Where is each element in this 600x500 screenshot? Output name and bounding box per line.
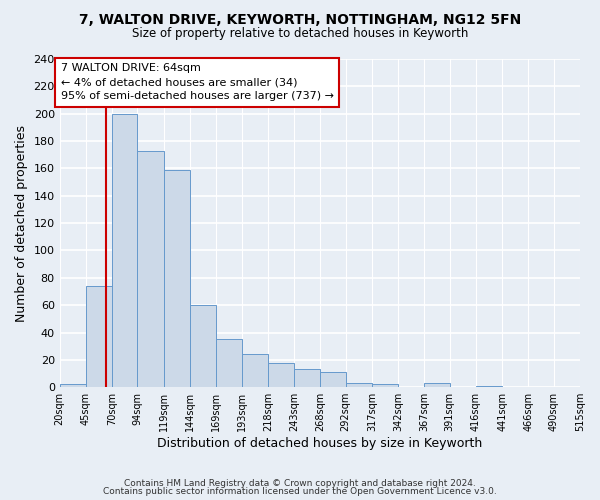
Bar (190, 305, 216, 387)
Text: Contains HM Land Registry data © Crown copyright and database right 2024.: Contains HM Land Registry data © Crown c… (124, 478, 476, 488)
Bar (242, 354, 268, 387)
Bar (294, 370, 320, 387)
Bar (164, 170, 190, 387)
Bar (59, 384, 86, 387)
Bar (372, 384, 398, 387)
Bar (346, 383, 372, 387)
Bar (424, 383, 449, 387)
Bar (137, 150, 164, 387)
Text: 7 WALTON DRIVE: 64sqm
← 4% of detached houses are smaller (34)
95% of semi-detac: 7 WALTON DRIVE: 64sqm ← 4% of detached h… (61, 63, 334, 101)
Y-axis label: Number of detached properties: Number of detached properties (15, 124, 28, 322)
Text: Contains public sector information licensed under the Open Government Licence v3: Contains public sector information licen… (103, 487, 497, 496)
Bar (320, 372, 346, 387)
Text: Size of property relative to detached houses in Keyworth: Size of property relative to detached ho… (132, 28, 468, 40)
X-axis label: Distribution of detached houses by size in Keyworth: Distribution of detached houses by size … (157, 437, 482, 450)
Bar (476, 386, 502, 387)
Bar (112, 114, 137, 387)
Bar (268, 362, 294, 387)
Bar (216, 340, 242, 387)
Text: 7, WALTON DRIVE, KEYWORTH, NOTTINGHAM, NG12 5FN: 7, WALTON DRIVE, KEYWORTH, NOTTINGHAM, N… (79, 12, 521, 26)
Bar (86, 286, 112, 387)
